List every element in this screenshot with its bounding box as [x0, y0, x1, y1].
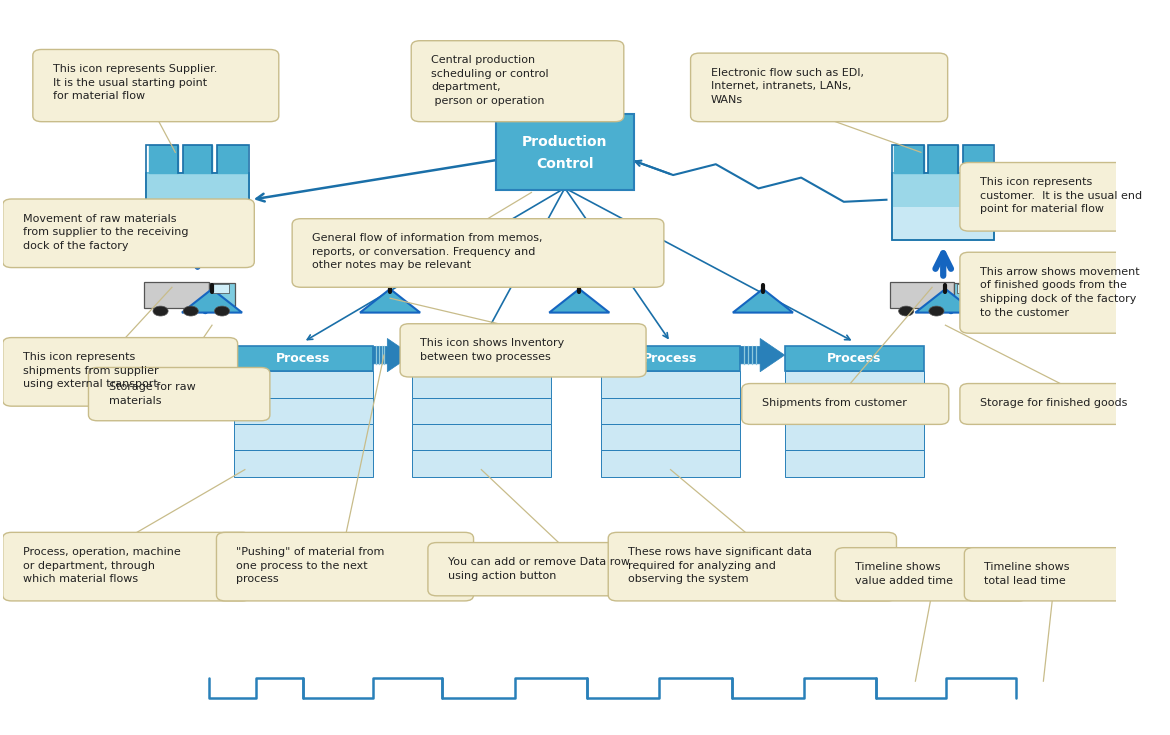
FancyBboxPatch shape [428, 542, 702, 596]
Circle shape [929, 306, 944, 316]
FancyBboxPatch shape [959, 162, 1170, 231]
Polygon shape [551, 339, 601, 372]
Text: This icon represents
customer.  It is the usual end
point for material flow: This icon represents customer. It is the… [980, 177, 1142, 215]
Text: Shipments from customer: Shipments from customer [762, 398, 907, 408]
FancyBboxPatch shape [149, 145, 178, 173]
FancyBboxPatch shape [234, 424, 373, 451]
FancyBboxPatch shape [212, 284, 229, 293]
FancyBboxPatch shape [785, 345, 924, 371]
FancyBboxPatch shape [608, 532, 896, 601]
Text: Production: Production [522, 135, 607, 149]
Polygon shape [549, 289, 610, 312]
Text: Movement of raw materials
from supplier to the receiving
dock of the factory: Movement of raw materials from supplier … [22, 214, 188, 251]
FancyBboxPatch shape [957, 284, 975, 293]
Text: Storage for finished goods: Storage for finished goods [980, 398, 1128, 408]
FancyBboxPatch shape [894, 145, 924, 173]
FancyBboxPatch shape [400, 323, 646, 377]
FancyBboxPatch shape [33, 49, 278, 122]
FancyBboxPatch shape [835, 548, 1027, 601]
FancyBboxPatch shape [216, 532, 474, 601]
Polygon shape [732, 289, 793, 312]
FancyBboxPatch shape [234, 398, 373, 424]
FancyBboxPatch shape [2, 532, 250, 601]
FancyBboxPatch shape [496, 115, 634, 190]
FancyBboxPatch shape [963, 145, 992, 173]
FancyBboxPatch shape [292, 219, 663, 287]
FancyBboxPatch shape [2, 199, 254, 268]
FancyBboxPatch shape [412, 451, 551, 477]
FancyBboxPatch shape [234, 451, 373, 477]
Polygon shape [183, 289, 242, 312]
FancyBboxPatch shape [183, 145, 213, 173]
FancyBboxPatch shape [785, 371, 924, 398]
FancyBboxPatch shape [601, 398, 741, 424]
Text: Process, operation, machine
or department, through
which material flows: Process, operation, machine or departmen… [22, 547, 180, 584]
FancyBboxPatch shape [959, 252, 1170, 333]
Text: Storage for raw
materials: Storage for raw materials [109, 382, 195, 406]
FancyBboxPatch shape [601, 424, 741, 451]
FancyBboxPatch shape [964, 548, 1141, 601]
Circle shape [153, 306, 168, 316]
Text: These rows have significant data
required for analyzing and
observing the system: These rows have significant data require… [628, 547, 812, 584]
FancyBboxPatch shape [601, 345, 741, 371]
FancyBboxPatch shape [955, 283, 980, 306]
FancyBboxPatch shape [412, 398, 551, 424]
FancyBboxPatch shape [89, 368, 270, 420]
FancyBboxPatch shape [892, 173, 994, 207]
Text: Timeline shows
total lead time: Timeline shows total lead time [984, 562, 1069, 586]
FancyBboxPatch shape [690, 53, 948, 122]
Polygon shape [741, 339, 785, 372]
Text: Process: Process [276, 352, 330, 365]
FancyBboxPatch shape [234, 371, 373, 398]
Text: Timeline shows
value added time: Timeline shows value added time [855, 562, 954, 586]
FancyBboxPatch shape [208, 283, 235, 306]
Polygon shape [373, 339, 412, 372]
FancyBboxPatch shape [2, 337, 238, 406]
FancyBboxPatch shape [412, 371, 551, 398]
FancyBboxPatch shape [890, 282, 955, 307]
Polygon shape [915, 289, 976, 312]
Text: This arrow shows movement
of finished goods from the
shipping dock of the factor: This arrow shows movement of finished go… [980, 267, 1140, 318]
FancyBboxPatch shape [412, 345, 551, 371]
Text: This icon represents
shipments from supplier
using external transport: This icon represents shipments from supp… [22, 352, 158, 390]
FancyBboxPatch shape [892, 173, 994, 240]
Text: Control: Control [536, 157, 593, 171]
FancyBboxPatch shape [411, 40, 624, 122]
Text: Electronic flow such as EDI,
Internet, intranets, LANs,
WANs: Electronic flow such as EDI, Internet, i… [710, 68, 863, 105]
FancyBboxPatch shape [144, 282, 208, 307]
FancyBboxPatch shape [742, 384, 949, 424]
Text: Process: Process [644, 352, 697, 365]
FancyBboxPatch shape [146, 173, 249, 207]
FancyBboxPatch shape [234, 345, 373, 371]
FancyBboxPatch shape [785, 398, 924, 424]
FancyBboxPatch shape [412, 424, 551, 451]
Circle shape [184, 306, 199, 316]
Text: General flow of information from memos,
reports, or conversation. Frequency and
: General flow of information from memos, … [312, 233, 543, 270]
Text: "Pushing" of material from
one process to the next
process: "Pushing" of material from one process t… [236, 547, 385, 584]
FancyBboxPatch shape [146, 173, 249, 240]
Text: Process: Process [827, 352, 881, 365]
Text: This icon represents Supplier.
It is the usual starting point
for material flow: This icon represents Supplier. It is the… [53, 64, 218, 101]
Circle shape [899, 306, 914, 316]
FancyBboxPatch shape [601, 371, 741, 398]
Circle shape [961, 306, 976, 316]
Text: This icon shows Inventory
between two processes: This icon shows Inventory between two pr… [420, 338, 564, 362]
Circle shape [214, 306, 229, 316]
FancyBboxPatch shape [959, 384, 1170, 424]
FancyBboxPatch shape [785, 424, 924, 451]
FancyBboxPatch shape [601, 451, 741, 477]
Text: Central production
scheduling or control
department,
 person or operation: Central production scheduling or control… [432, 55, 549, 106]
FancyBboxPatch shape [928, 145, 958, 173]
FancyBboxPatch shape [216, 145, 247, 173]
FancyBboxPatch shape [785, 451, 924, 477]
Polygon shape [360, 289, 420, 312]
Text: You can add or remove Data row
using action button: You can add or remove Data row using act… [448, 557, 629, 581]
Text: Process: Process [454, 352, 509, 365]
